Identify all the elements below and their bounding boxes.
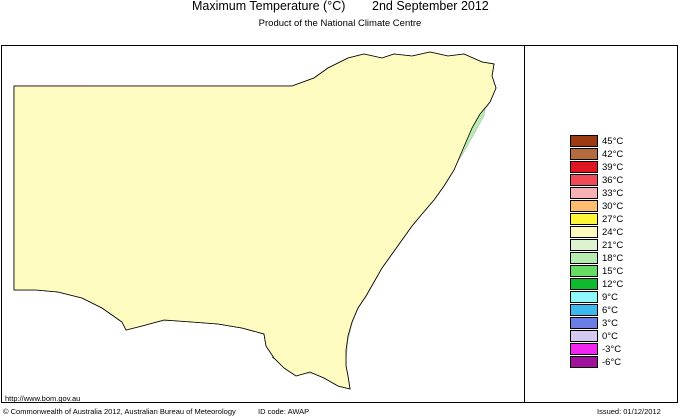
legend-swatch <box>570 265 598 277</box>
legend-label: 6°C <box>602 305 618 316</box>
legend-label: 24°C <box>602 227 624 238</box>
legend-swatch <box>570 161 598 173</box>
map-frame <box>1 45 678 403</box>
legend-swatch <box>570 317 598 329</box>
legend-swatch <box>570 148 598 160</box>
legend-item: 6°C <box>570 304 618 317</box>
map-title-variable: Maximum Temperature (°C) <box>192 0 346 13</box>
legend-swatch <box>570 135 598 147</box>
legend-item: -6°C <box>570 356 621 369</box>
legend-swatch <box>570 330 598 342</box>
legend-item: 45°C <box>570 135 623 148</box>
legend-swatch <box>570 174 598 186</box>
legend-swatch <box>570 291 598 303</box>
legend-label: 0°C <box>602 331 618 342</box>
legend-divider <box>524 46 525 402</box>
legend-label: 21°C <box>602 240 624 251</box>
legend-item: 12°C <box>570 278 623 291</box>
legend-label: 3°C <box>602 318 618 329</box>
legend-item: 0°C <box>570 330 618 343</box>
legend-item: 39°C <box>570 161 623 174</box>
legend-item: 3°C <box>570 317 618 330</box>
source-url[interactable]: http://www.bom.gov.au <box>5 394 81 403</box>
legend-label: 12°C <box>602 279 624 290</box>
legend-item: 42°C <box>570 148 623 161</box>
legend-label: 33°C <box>602 188 624 199</box>
copyright-notice: © Commonwealth of Australia 2012, Austra… <box>3 407 236 416</box>
legend-label: 18°C <box>602 253 624 264</box>
legend-item: 21°C <box>570 239 623 252</box>
map-subtitle: Product of the National Climate Centre <box>258 18 422 29</box>
legend-label: 30°C <box>602 201 624 212</box>
legend-swatch <box>570 239 598 251</box>
legend-item: 24°C <box>570 226 623 239</box>
legend-label: 9°C <box>602 292 618 303</box>
legend-label: 45°C <box>602 136 624 147</box>
temperature-map <box>13 51 497 390</box>
legend-swatch <box>570 278 598 290</box>
legend-label: 42°C <box>602 149 624 160</box>
legend-swatch <box>570 200 598 212</box>
legend-label: -6°C <box>602 357 622 368</box>
legend-swatch <box>570 343 598 355</box>
legend-item: -3°C <box>570 343 621 356</box>
map-title-date: 2nd September 2012 <box>372 0 489 13</box>
legend-swatch <box>570 356 598 368</box>
legend-label: 15°C <box>602 266 624 277</box>
legend-item: 27°C <box>570 213 623 226</box>
issued-date: Issued: 01/12/2012 <box>597 407 661 416</box>
legend-item: 15°C <box>570 265 623 278</box>
legend-item: 33°C <box>570 187 623 200</box>
legend-item: 30°C <box>570 200 623 213</box>
legend-swatch <box>570 226 598 238</box>
map-title: Maximum Temperature (°C) 2nd September 2… <box>0 0 680 14</box>
legend-item: 9°C <box>570 291 618 304</box>
id-code: ID code: AWAP <box>258 407 310 416</box>
legend-label: 36°C <box>602 175 624 186</box>
legend-item: 36°C <box>570 174 623 187</box>
legend-swatch <box>570 213 598 225</box>
legend-swatch <box>570 252 598 264</box>
legend-label: -3°C <box>602 344 622 355</box>
legend-swatch <box>570 187 598 199</box>
legend-swatch <box>570 304 598 316</box>
legend-item: 18°C <box>570 252 623 265</box>
legend-label: 39°C <box>602 162 624 173</box>
legend-label: 27°C <box>602 214 624 225</box>
